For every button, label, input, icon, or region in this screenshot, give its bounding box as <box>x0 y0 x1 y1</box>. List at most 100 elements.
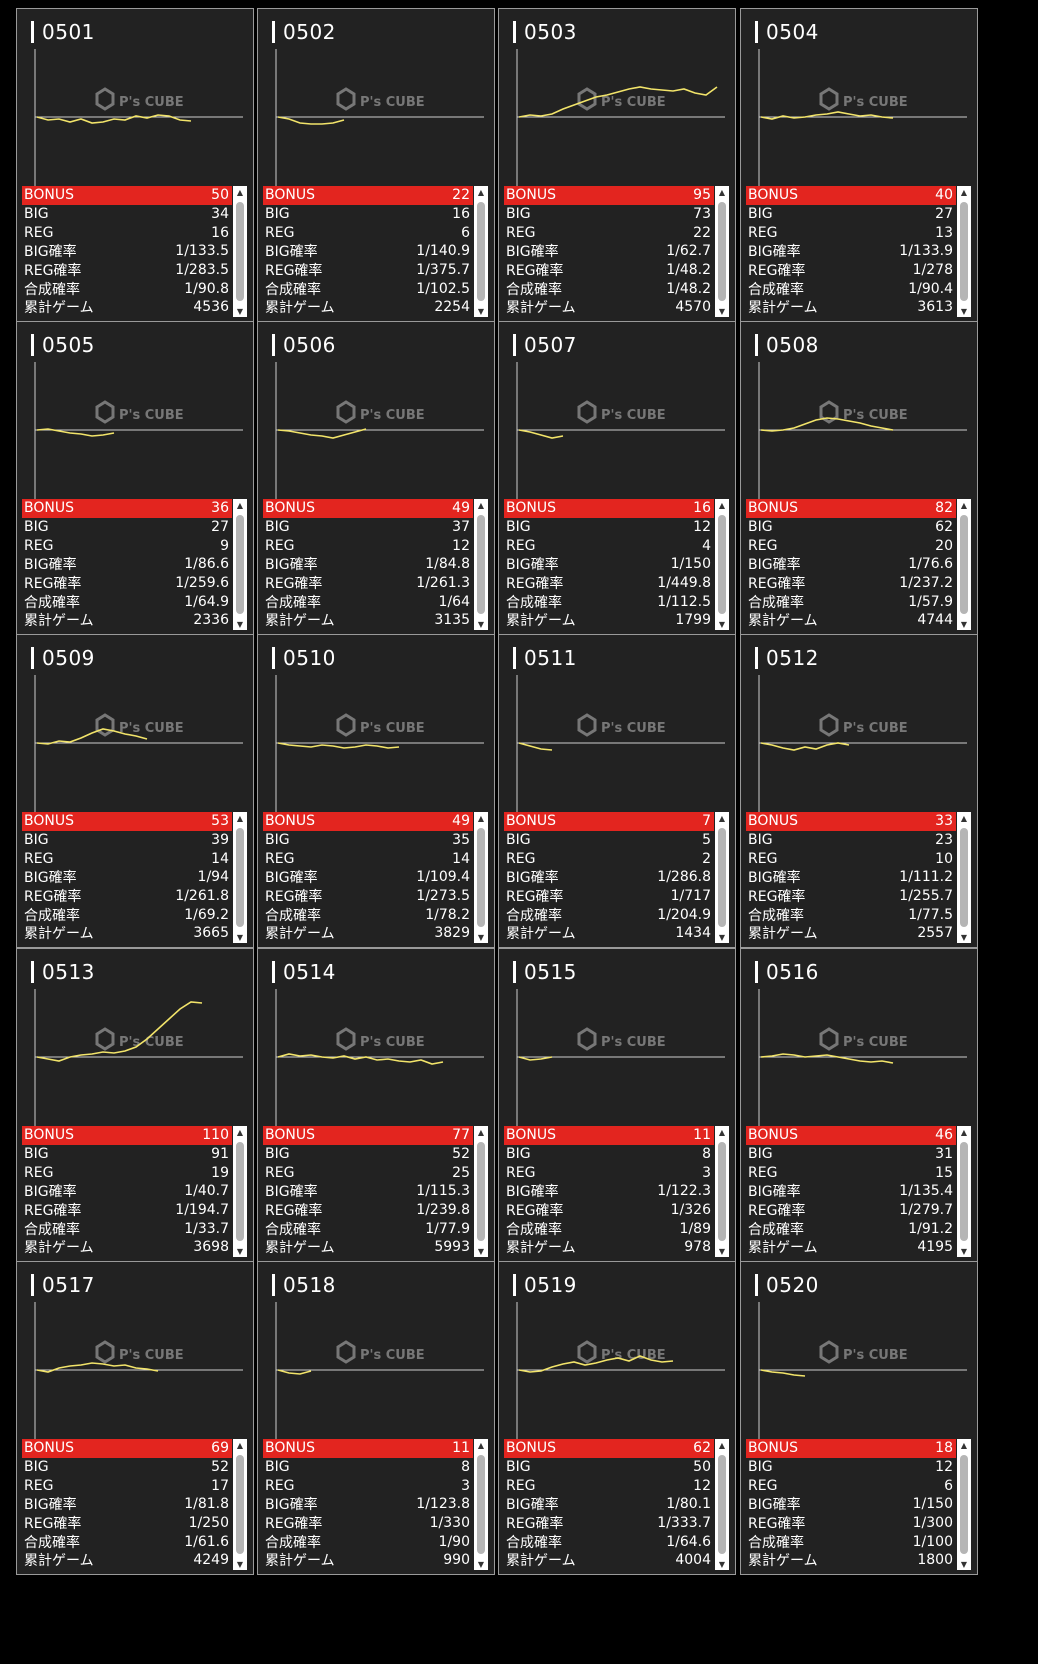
scroll-up-icon[interactable]: ▲ <box>718 813 726 823</box>
scroll-up-icon[interactable]: ▲ <box>960 813 968 823</box>
scroll-thumb[interactable] <box>236 828 244 927</box>
machine-card-0514[interactable]: 0514 P's CUBE BONUS 77 BIG 52 REG 25 BIG確率 1… <box>257 948 495 1262</box>
scroll-down-icon[interactable]: ▼ <box>718 932 726 942</box>
machine-card-0509[interactable]: 0509 P's CUBE BONUS 53 BIG 39 REG 14 BIG確率 1… <box>16 634 254 948</box>
scroll-thumb[interactable] <box>477 1142 485 1241</box>
machine-card-0510[interactable]: 0510 P's CUBE BONUS 49 BIG 35 REG 14 BIG確率 1… <box>257 634 495 948</box>
scroll-thumb[interactable] <box>718 828 726 927</box>
machine-card-0502[interactable]: 0502 P's CUBE BONUS 22 BIG 16 REG 6 BIG確率 1/… <box>257 8 495 322</box>
machine-card-0503[interactable]: 0503 P's CUBE BONUS 95 BIG 73 REG 22 BIG確率 1… <box>498 8 736 322</box>
scroll-up-icon[interactable]: ▲ <box>718 500 726 510</box>
scroll-thumb[interactable] <box>477 202 485 301</box>
scroll-up-icon[interactable]: ▲ <box>477 1127 485 1137</box>
scroll-down-icon[interactable]: ▼ <box>236 932 244 942</box>
stats-scrollbar[interactable]: ▲ ▼ <box>715 186 729 317</box>
stats-scrollbar[interactable]: ▲ ▼ <box>715 1126 729 1257</box>
scroll-thumb[interactable] <box>236 202 244 301</box>
scroll-down-icon[interactable]: ▼ <box>718 619 726 629</box>
stats-scrollbar[interactable]: ▲ ▼ <box>233 812 247 943</box>
stats-scrollbar[interactable]: ▲ ▼ <box>715 812 729 943</box>
scroll-down-icon[interactable]: ▼ <box>477 1559 485 1569</box>
machine-card-0519[interactable]: 0519 P's CUBE BONUS 62 BIG 50 REG 12 BIG確率 1… <box>498 1261 736 1575</box>
scroll-thumb[interactable] <box>718 1142 726 1241</box>
scroll-down-icon[interactable]: ▼ <box>477 619 485 629</box>
stats-scrollbar[interactable]: ▲ ▼ <box>233 1126 247 1257</box>
machine-card-0512[interactable]: 0512 P's CUBE BONUS 33 BIG 23 REG 10 BIG確率 1… <box>740 634 978 948</box>
scroll-down-icon[interactable]: ▼ <box>718 306 726 316</box>
scroll-up-icon[interactable]: ▲ <box>960 187 968 197</box>
scroll-thumb[interactable] <box>960 1455 968 1554</box>
scroll-up-icon[interactable]: ▲ <box>477 187 485 197</box>
scroll-thumb[interactable] <box>477 515 485 614</box>
scroll-down-icon[interactable]: ▼ <box>960 306 968 316</box>
machine-card-0511[interactable]: 0511 P's CUBE BONUS 7 BIG 5 REG 2 BIG確率 1/28… <box>498 634 736 948</box>
machine-card-0505[interactable]: 0505 P's CUBE BONUS 36 BIG 27 REG 9 BIG確率 1/… <box>16 321 254 635</box>
stats-scrollbar[interactable]: ▲ ▼ <box>715 1439 729 1570</box>
stats-scrollbar[interactable]: ▲ ▼ <box>957 812 971 943</box>
scroll-down-icon[interactable]: ▼ <box>718 1246 726 1256</box>
scroll-down-icon[interactable]: ▼ <box>477 932 485 942</box>
stats-scrollbar[interactable]: ▲ ▼ <box>474 186 488 317</box>
scroll-up-icon[interactable]: ▲ <box>236 1127 244 1137</box>
machine-card-0517[interactable]: 0517 P's CUBE BONUS 69 BIG 52 REG 17 BIG確率 1… <box>16 1261 254 1575</box>
scroll-up-icon[interactable]: ▲ <box>477 500 485 510</box>
machine-card-0507[interactable]: 0507 P's CUBE BONUS 16 BIG 12 REG 4 BIG確率 1/… <box>498 321 736 635</box>
scroll-up-icon[interactable]: ▲ <box>236 187 244 197</box>
machine-card-0506[interactable]: 0506 P's CUBE BONUS 49 BIG 37 REG 12 BIG確率 1… <box>257 321 495 635</box>
machine-card-0504[interactable]: 0504 P's CUBE BONUS 40 BIG 27 REG 13 BIG確率 1… <box>740 8 978 322</box>
stats-scrollbar[interactable]: ▲ ▼ <box>233 186 247 317</box>
scroll-up-icon[interactable]: ▲ <box>960 500 968 510</box>
machine-card-0518[interactable]: 0518 P's CUBE BONUS 11 BIG 8 REG 3 BIG確率 1/1… <box>257 1261 495 1575</box>
scroll-up-icon[interactable]: ▲ <box>718 1127 726 1137</box>
scroll-down-icon[interactable]: ▼ <box>960 1559 968 1569</box>
scroll-thumb[interactable] <box>236 1142 244 1241</box>
machine-card-0513[interactable]: 0513 P's CUBE BONUS 110 BIG 91 REG 19 BIG確率… <box>16 948 254 1262</box>
stats-scrollbar[interactable]: ▲ ▼ <box>233 499 247 630</box>
machine-card-0515[interactable]: 0515 P's CUBE BONUS 11 BIG 8 REG 3 BIG確率 1/1… <box>498 948 736 1262</box>
stats-scrollbar[interactable]: ▲ ▼ <box>474 1126 488 1257</box>
scroll-thumb[interactable] <box>718 202 726 301</box>
machine-card-0520[interactable]: 0520 P's CUBE BONUS 18 BIG 12 REG 6 BIG確率 1/… <box>740 1261 978 1575</box>
scroll-up-icon[interactable]: ▲ <box>960 1127 968 1137</box>
stats-scrollbar[interactable]: ▲ ▼ <box>474 812 488 943</box>
machine-card-0516[interactable]: 0516 P's CUBE BONUS 46 BIG 31 REG 15 BIG確率 1… <box>740 948 978 1262</box>
scroll-down-icon[interactable]: ▼ <box>960 932 968 942</box>
scroll-thumb[interactable] <box>236 515 244 614</box>
scroll-thumb[interactable] <box>477 828 485 927</box>
scroll-down-icon[interactable]: ▼ <box>236 1559 244 1569</box>
stats-scrollbar[interactable]: ▲ ▼ <box>957 186 971 317</box>
scroll-down-icon[interactable]: ▼ <box>477 306 485 316</box>
scroll-down-icon[interactable]: ▼ <box>960 619 968 629</box>
machine-card-0508[interactable]: 0508 P's CUBE BONUS 82 BIG 62 REG 20 BIG確率 1… <box>740 321 978 635</box>
stats-scrollbar[interactable]: ▲ ▼ <box>233 1439 247 1570</box>
scroll-down-icon[interactable]: ▼ <box>236 1246 244 1256</box>
scroll-up-icon[interactable]: ▲ <box>477 1440 485 1450</box>
scroll-down-icon[interactable]: ▼ <box>718 1559 726 1569</box>
scroll-thumb[interactable] <box>960 828 968 927</box>
stats-scrollbar[interactable]: ▲ ▼ <box>474 1439 488 1570</box>
scroll-up-icon[interactable]: ▲ <box>236 500 244 510</box>
scroll-thumb[interactable] <box>718 515 726 614</box>
scroll-thumb[interactable] <box>477 1455 485 1554</box>
scroll-thumb[interactable] <box>718 1455 726 1554</box>
stats-scrollbar[interactable]: ▲ ▼ <box>957 499 971 630</box>
scroll-thumb[interactable] <box>960 202 968 301</box>
scroll-up-icon[interactable]: ▲ <box>718 187 726 197</box>
scroll-up-icon[interactable]: ▲ <box>960 1440 968 1450</box>
stats-scrollbar[interactable]: ▲ ▼ <box>957 1126 971 1257</box>
scroll-up-icon[interactable]: ▲ <box>477 813 485 823</box>
machine-card-0501[interactable]: 0501 P's CUBE BONUS 50 BIG 34 REG 16 BIG確率 1… <box>16 8 254 322</box>
scroll-up-icon[interactable]: ▲ <box>718 1440 726 1450</box>
scroll-down-icon[interactable]: ▼ <box>477 1246 485 1256</box>
scroll-thumb[interactable] <box>960 1142 968 1241</box>
stats-scrollbar[interactable]: ▲ ▼ <box>715 499 729 630</box>
stats-scrollbar[interactable]: ▲ ▼ <box>474 499 488 630</box>
scroll-thumb[interactable] <box>960 515 968 614</box>
scroll-thumb[interactable] <box>236 1455 244 1554</box>
scroll-up-icon[interactable]: ▲ <box>236 1440 244 1450</box>
stats-scrollbar[interactable]: ▲ ▼ <box>957 1439 971 1570</box>
scroll-down-icon[interactable]: ▼ <box>960 1246 968 1256</box>
scroll-up-icon[interactable]: ▲ <box>236 813 244 823</box>
scroll-down-icon[interactable]: ▼ <box>236 306 244 316</box>
scroll-down-icon[interactable]: ▼ <box>236 619 244 629</box>
